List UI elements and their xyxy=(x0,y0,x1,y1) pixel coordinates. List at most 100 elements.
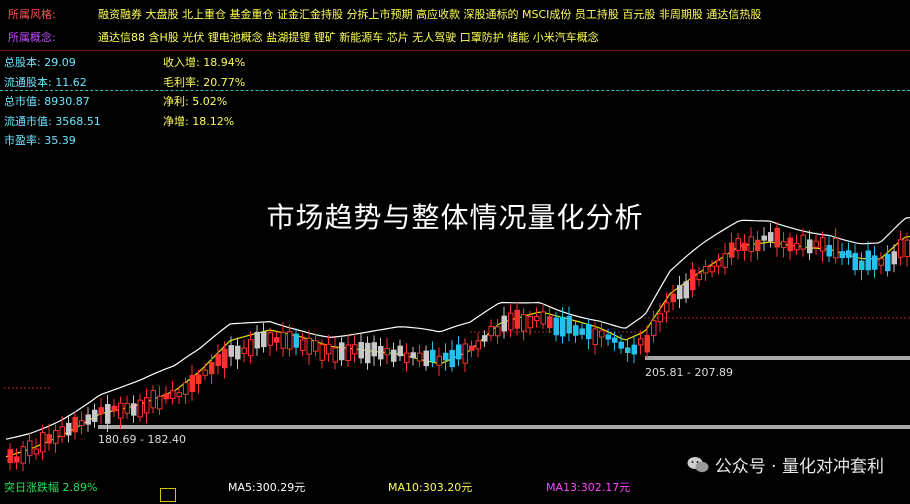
candle-body xyxy=(716,260,722,267)
candle-body xyxy=(521,314,527,332)
candle-body xyxy=(774,227,780,248)
candle-body xyxy=(787,237,793,252)
candle-body xyxy=(904,239,910,258)
candle-body xyxy=(865,250,871,271)
candle-body xyxy=(332,347,338,363)
candle-body xyxy=(267,332,273,346)
candle-body xyxy=(46,434,52,444)
concept-text[interactable]: 通达信88 含H股 光伏 锂电池概念 盐湖提锂 锂矿 新能源车 芯片 无人驾驶 … xyxy=(98,31,599,44)
candle-body xyxy=(605,334,611,340)
candle-body xyxy=(40,432,46,453)
candle-body xyxy=(878,258,884,266)
candle-body xyxy=(209,362,215,375)
candle-body xyxy=(443,352,449,361)
resistance-level-bar xyxy=(645,356,910,360)
candle-body xyxy=(456,344,462,360)
candle-body xyxy=(176,392,182,398)
candle-body xyxy=(365,342,371,364)
header-separator xyxy=(0,50,910,51)
candle-body xyxy=(157,395,163,410)
indicator-box[interactable] xyxy=(160,488,176,502)
candle-body xyxy=(254,331,260,349)
candle-body xyxy=(170,390,176,399)
candle-body xyxy=(404,352,410,364)
pe-ratio: 市盈率: 35.39 xyxy=(4,134,76,147)
high-zone-label: 205.81 - 207.89 xyxy=(645,366,733,379)
candle-body xyxy=(137,399,143,418)
candle-body xyxy=(228,345,234,357)
float-shares: 流通股本: 11.62 xyxy=(4,76,87,89)
candle-body xyxy=(59,426,65,437)
candle-body xyxy=(469,345,475,351)
candle-body xyxy=(586,324,592,340)
candle-body xyxy=(423,350,429,367)
net-profit: 净利: 5.02% xyxy=(163,95,228,108)
candle-body xyxy=(592,328,598,346)
candle-body xyxy=(501,315,507,332)
revenue-growth: 收入增: 18.94% xyxy=(163,56,246,69)
candle-body xyxy=(391,349,397,362)
candle-body xyxy=(872,255,878,270)
candle-body xyxy=(417,352,423,362)
net-growth: 净增: 18.12% xyxy=(163,115,235,128)
candle-body xyxy=(287,331,293,350)
candle-body xyxy=(248,339,254,357)
candle-body xyxy=(573,325,579,336)
candle-body xyxy=(261,331,267,348)
candle-body xyxy=(670,293,676,303)
watermark: 公众号 · 量化对冲套利 xyxy=(687,452,884,477)
candle-body xyxy=(79,420,85,426)
candle-body xyxy=(92,409,98,422)
candle-body xyxy=(833,237,839,259)
style-text[interactable]: 融资融券 大盘股 北上重仓 基金重仓 证金汇金持股 分拆上市预期 高应收款 深股… xyxy=(98,8,762,21)
daily-change: 突日涨跌幅 2.89% xyxy=(4,481,98,494)
candle-body xyxy=(98,407,104,415)
candle-body xyxy=(111,405,117,412)
candle-body xyxy=(189,375,195,392)
candle-body xyxy=(690,269,696,291)
candle-body xyxy=(488,325,494,337)
candle-body xyxy=(696,272,702,281)
candle-body xyxy=(748,236,754,252)
candle-body xyxy=(846,250,852,258)
candle-body xyxy=(339,342,345,361)
candle-body xyxy=(300,339,306,351)
candle-body xyxy=(891,251,897,265)
candle-body xyxy=(358,342,364,359)
chart-headline: 市场趋势与整体情况量化分析 xyxy=(266,201,644,234)
candle-body xyxy=(560,316,566,337)
candle-body xyxy=(644,335,650,353)
candle-body xyxy=(534,316,540,322)
candle-body xyxy=(781,241,787,249)
candle-body xyxy=(72,416,78,433)
watermark-text: 公众号 · 量化对冲套利 xyxy=(714,457,884,477)
candle-body xyxy=(280,331,286,349)
candle-body xyxy=(20,446,26,464)
candle-body xyxy=(85,414,91,425)
candle-body xyxy=(618,341,624,349)
candle-body xyxy=(735,238,741,251)
candle-body xyxy=(378,345,384,360)
candle-body xyxy=(345,344,351,361)
candle-body xyxy=(612,337,618,343)
candle-body xyxy=(274,337,280,343)
candle-body xyxy=(462,343,468,364)
candle-body xyxy=(118,402,124,419)
candle-body xyxy=(397,345,403,357)
ma5-line xyxy=(5,216,910,440)
candle-body xyxy=(807,239,813,254)
candle-body xyxy=(66,422,72,436)
candle-body xyxy=(326,343,332,355)
candle-body xyxy=(742,242,748,251)
candle-body xyxy=(371,342,377,357)
candle-body xyxy=(7,449,13,464)
candle-body xyxy=(482,335,488,342)
candle-body xyxy=(514,309,520,329)
concept-label: 所属概念: xyxy=(8,31,56,44)
candle-body xyxy=(14,456,20,463)
candle-body xyxy=(657,313,663,323)
support-level-bar xyxy=(98,425,910,429)
candle-body xyxy=(215,354,221,366)
candle-body xyxy=(885,253,891,272)
